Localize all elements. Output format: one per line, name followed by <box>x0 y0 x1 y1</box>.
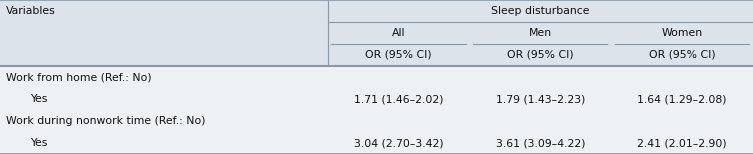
Text: All: All <box>392 28 405 38</box>
Text: 1.79 (1.43–2.23): 1.79 (1.43–2.23) <box>495 94 585 104</box>
Text: 3.61 (3.09–4.22): 3.61 (3.09–4.22) <box>495 138 585 148</box>
Text: Women: Women <box>662 28 703 38</box>
Text: 3.04 (2.70–3.42): 3.04 (2.70–3.42) <box>354 138 444 148</box>
Bar <box>0 0 753 66</box>
Text: Yes: Yes <box>30 138 47 148</box>
Text: OR (95% CI): OR (95% CI) <box>507 50 574 60</box>
Text: Sleep disturbance: Sleep disturbance <box>491 6 590 16</box>
Text: 2.41 (2.01–2.90): 2.41 (2.01–2.90) <box>637 138 727 148</box>
Text: Variables: Variables <box>6 6 56 16</box>
Text: OR (95% CI): OR (95% CI) <box>365 50 431 60</box>
Text: 1.64 (1.29–2.08): 1.64 (1.29–2.08) <box>637 94 727 104</box>
Text: 1.71 (1.46–2.02): 1.71 (1.46–2.02) <box>354 94 444 104</box>
Text: Men: Men <box>529 28 552 38</box>
Text: Work during nonwork time (Ref.: No): Work during nonwork time (Ref.: No) <box>6 116 206 126</box>
Text: OR (95% CI): OR (95% CI) <box>649 50 715 60</box>
Text: Yes: Yes <box>30 94 47 104</box>
Text: Work from home (Ref.: No): Work from home (Ref.: No) <box>6 72 151 82</box>
